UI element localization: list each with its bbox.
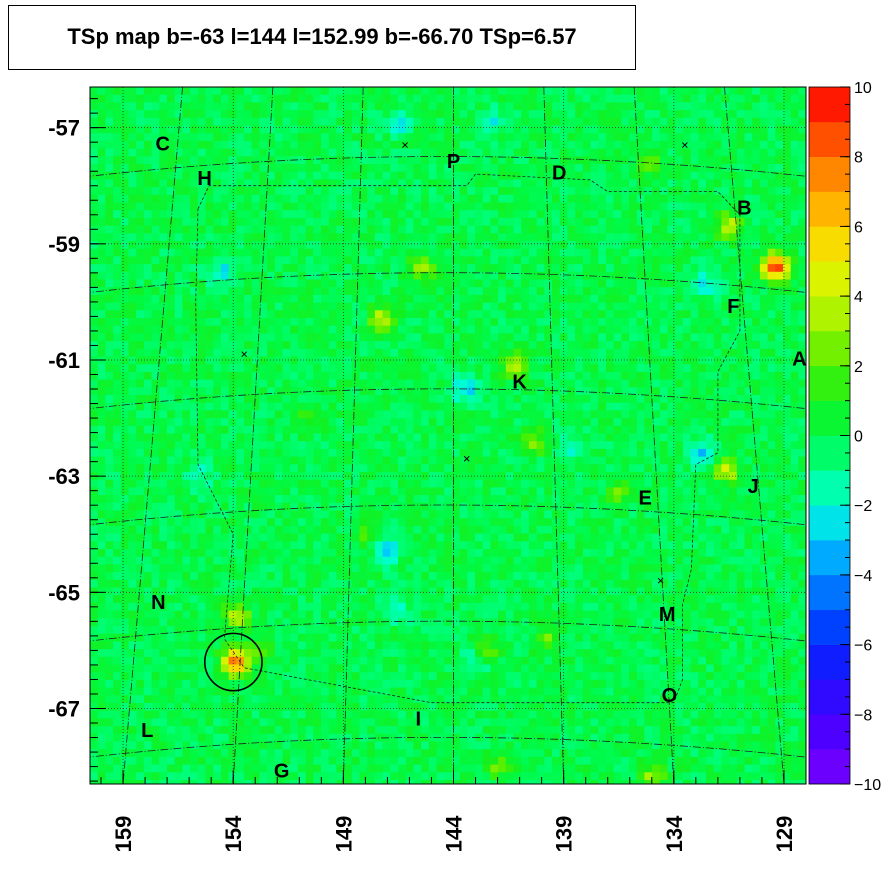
colorbar-tick-label: 0 [854, 429, 863, 446]
colorbar-segment [809, 400, 850, 436]
colorbar-tick-label: −8 [854, 707, 872, 724]
x-tick-label: 129 [772, 816, 797, 853]
x-tick-label: 149 [331, 816, 356, 853]
colorbar-tick-label: −10 [854, 777, 881, 794]
colorbar-segment [809, 191, 850, 227]
colorbar-tick-label: −4 [854, 568, 872, 585]
region-label-b: B [737, 197, 751, 219]
x-tick-label: 144 [442, 815, 467, 852]
region-label-k: K [512, 372, 527, 394]
cross-marker [241, 351, 248, 358]
region-label-n: N [151, 592, 165, 614]
colorbar-tick-label: 10 [854, 80, 872, 97]
colorbar-tick-label: 4 [854, 289, 863, 306]
source-circle [203, 632, 263, 692]
y-tick-label: -67 [48, 696, 80, 721]
colorbar-segment [809, 644, 850, 680]
colorbar-segment [809, 156, 850, 192]
colorbar-segment [809, 679, 850, 715]
markers-layer [203, 142, 688, 692]
cross-marker [657, 577, 664, 584]
coordinate-grid [90, 87, 806, 784]
colorbar-tick-label: −2 [854, 498, 872, 515]
cross-marker [463, 455, 470, 462]
x-tick-label: 139 [552, 816, 577, 853]
colorbar-tick-label: −6 [854, 638, 872, 655]
colorbar-segment [809, 749, 850, 785]
y-tick-label: -65 [48, 580, 80, 605]
region-label-f: F [727, 296, 739, 318]
colorbar-segment [809, 121, 850, 157]
colorbar-segment [809, 714, 850, 750]
x-tick-label: 134 [662, 815, 687, 852]
chart-title: TSp map b=-63 l=144 l=152.99 b=-66.70 TS… [67, 24, 577, 49]
region-label-d: D [552, 162, 566, 184]
cross-marker [681, 142, 688, 148]
region-label-m: M [659, 604, 676, 626]
colorbar-tick-label: 8 [854, 150, 863, 167]
colorbar-segment [809, 87, 850, 123]
region-label-c: C [155, 133, 169, 155]
heatmap-cells [90, 87, 806, 784]
y-tick-label: -61 [48, 348, 80, 373]
colorbar-segment [809, 261, 850, 297]
colorbar-segment [809, 435, 850, 471]
plot-frame [89, 86, 807, 785]
y-tick-label: -57 [48, 116, 80, 141]
axes: 159 154 149 144 139 134 129 -57 -59 -61 -63 -65 -67 [48, 98, 807, 853]
colorbar: 10 8 6 4 2 0 −2 −4 −6 −8 −10 [808, 80, 881, 794]
colorbar-tick-label: 6 [854, 219, 863, 236]
colorbar-segment [809, 296, 850, 332]
colorbar-segment [809, 470, 850, 506]
region-label-e: E [639, 488, 652, 510]
region-label-i: I [415, 708, 421, 730]
colorbar-segment [809, 226, 850, 262]
colorbar-segment [809, 540, 850, 576]
region-label-h: H [197, 168, 211, 190]
colorbar-segment [809, 505, 850, 541]
title-box: TSp map b=-63 l=144 l=152.99 b=-66.70 TS… [8, 5, 636, 70]
cross-marker [402, 142, 408, 148]
colorbar-segment [809, 330, 850, 367]
x-tick-label: 154 [221, 815, 246, 852]
region-label-l: L [141, 720, 153, 742]
colorbar-segment [809, 609, 850, 645]
region-label-j: J [748, 476, 759, 498]
region-label-p: P [447, 151, 460, 173]
colorbar-segment [809, 365, 850, 401]
region-label-g: G [274, 761, 290, 783]
y-tick-label: -59 [48, 232, 80, 257]
y-tick-label: -63 [48, 464, 80, 489]
region-label-a: A [792, 348, 806, 370]
region-label-o: O [662, 685, 678, 707]
colorbar-segment [809, 574, 850, 611]
x-tick-label: 159 [111, 816, 136, 853]
region-labels: C H P D B F A K E J N M O L I G [141, 133, 806, 782]
colorbar-tick-label: 2 [854, 359, 863, 376]
